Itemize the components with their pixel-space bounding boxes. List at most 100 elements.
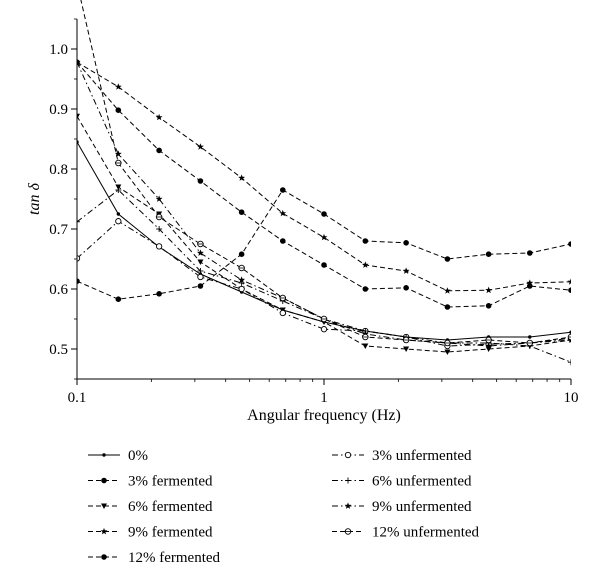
- data-point-12pct-fermented: [197, 178, 204, 184]
- data-point-3pct-fermented: [279, 187, 286, 193]
- data-point-3pct-fermented: [403, 240, 409, 246]
- data-point-3pct-fermented: [77, 278, 80, 284]
- data-point-6pct-unfermented: [115, 187, 122, 193]
- legend-swatch-marker: [101, 554, 107, 560]
- data-point-12pct-fermented: [321, 262, 327, 268]
- data-point-3pct-unfermented: [155, 243, 163, 250]
- data-point-12pct-fermented: [238, 209, 245, 215]
- data-point-9pct-unfermented: [485, 342, 493, 349]
- legend-item-3pct-unfermented: 3% unfermented: [332, 448, 472, 464]
- data-point-3pct-unfermented: [320, 326, 328, 333]
- data-point-6pct-fermented: [362, 343, 369, 349]
- data-point-9pct-fermented: [567, 278, 571, 285]
- data-point-3pct-unfermented: [279, 309, 286, 317]
- data-point-12pct-unfermented: [402, 336, 410, 344]
- data-point-12pct-fermented: [156, 147, 162, 154]
- data-point-12pct-unfermented: [526, 339, 534, 347]
- data-point-9pct-fermented: [320, 233, 328, 241]
- y-tick-label: 0.6: [49, 282, 68, 298]
- series-line-3pct-fermented: [77, 189, 571, 300]
- y-tick-label: 0.7: [49, 222, 68, 238]
- data-point-9pct-fermented: [402, 267, 410, 274]
- data-point-12pct-fermented: [362, 286, 369, 292]
- data-point-3pct-fermented: [321, 211, 327, 217]
- data-point-9pct-unfermented: [238, 276, 246, 283]
- data-point-12pct-unfermented: [485, 336, 492, 344]
- data-point-9pct-fermented: [279, 209, 287, 217]
- legend-item-12pct-unfermented: 12% unfermented: [332, 525, 480, 541]
- data-point-9pct-unfermented: [114, 150, 122, 157]
- y-tick-label: 0.8: [49, 162, 68, 178]
- data-point-3pct-fermented: [526, 250, 533, 256]
- data-point-9pct-fermented: [444, 287, 451, 294]
- data-point-9pct-unfermented: [197, 249, 204, 256]
- data-point-9pct-unfermented: [77, 58, 81, 66]
- data-point-12pct-unfermented: [444, 339, 451, 347]
- y-tick-label: 0.9: [49, 102, 68, 118]
- data-point-9pct-fermented: [114, 83, 122, 90]
- data-point-6pct-fermented: [403, 346, 410, 352]
- data-point-6pct-unfermented: [77, 218, 80, 225]
- data-point-12pct-fermented: [485, 303, 492, 309]
- legend-label: 3% unfermented: [372, 448, 472, 464]
- data-point-0pct: [569, 330, 571, 334]
- legend-swatch-marker: [344, 502, 352, 509]
- data-point-12pct-fermented: [526, 283, 533, 289]
- legend-label: 6% unfermented: [372, 474, 472, 490]
- legend-item-3pct-fermented: 3% fermented: [88, 474, 213, 490]
- data-point-3pct-unfermented: [238, 285, 245, 293]
- data-point-12pct-unfermented: [362, 333, 369, 341]
- data-point-6pct-fermented: [77, 113, 80, 120]
- data-point-12pct-unfermented: [279, 294, 287, 302]
- legend: 0% 3% fermented 6% fermented 9% fermented 12…: [88, 448, 480, 566]
- series-12pct-unfermented: [80, 0, 571, 347]
- data-point-12pct-unfermented: [197, 240, 204, 248]
- data-point-3pct-fermented: [444, 256, 451, 262]
- series-line-9pct-fermented: [77, 61, 571, 292]
- legend-label: 3% fermented: [128, 474, 213, 490]
- data-point-12pct-unfermented: [115, 159, 122, 167]
- x-axis-title: Angular frequency (Hz): [247, 407, 401, 424]
- x-tick-label: 10: [564, 390, 579, 406]
- data-point-12pct-unfermented: [567, 333, 571, 341]
- legend-label: 6% fermented: [128, 499, 213, 515]
- legend-swatch-marker: [345, 477, 351, 484]
- series-line-12pct-unfermented: [80, 0, 571, 344]
- data-point-6pct-unfermented: [156, 226, 163, 232]
- legend-label: 9% fermented: [128, 525, 213, 541]
- y-tick-label: 0.5: [49, 342, 68, 358]
- data-point-3pct-fermented: [568, 241, 571, 247]
- series-line-9pct-unfermented: [77, 61, 571, 347]
- data-point-9pct-fermented: [526, 279, 534, 286]
- legend-item-9pct-unfermented: 9% unfermented: [332, 499, 472, 515]
- data-point-12pct-fermented: [568, 287, 571, 293]
- series-0pct: [77, 140, 571, 342]
- plot-area: [77, 0, 571, 366]
- legend-item-0pct: 0%: [88, 448, 148, 464]
- data-point-9pct-unfermented: [155, 195, 163, 202]
- legend-label: 9% unfermented: [372, 499, 472, 515]
- legend-item-6pct-fermented: 6% fermented: [88, 499, 213, 515]
- data-point-12pct-fermented: [279, 238, 286, 244]
- series-12pct-fermented: [77, 59, 571, 310]
- data-point-3pct-fermented: [485, 251, 492, 257]
- data-point-3pct-fermented: [238, 251, 245, 257]
- legend-label: 12% unfermented: [372, 525, 480, 541]
- legend-swatch-marker: [102, 453, 106, 457]
- data-point-3pct-fermented: [197, 283, 204, 289]
- data-point-12pct-unfermented: [320, 315, 328, 323]
- series-9pct-fermented: [77, 58, 571, 294]
- data-point-3pct-unfermented: [115, 218, 122, 225]
- data-point-9pct-fermented: [197, 143, 204, 150]
- data-point-9pct-fermented: [485, 286, 493, 294]
- data-point-12pct-fermented: [403, 285, 409, 291]
- data-point-6pct-fermented: [197, 259, 204, 265]
- data-point-9pct-fermented: [361, 261, 369, 268]
- legend-label: 0%: [128, 448, 148, 464]
- data-point-3pct-fermented: [362, 238, 369, 244]
- data-point-12pct-fermented: [444, 304, 451, 310]
- data-point-3pct-fermented: [115, 296, 122, 303]
- data-point-6pct-fermented: [444, 349, 451, 355]
- axes: 0.1 1 10 0.5 0.6 0.7 0.8 0.9 1.0: [49, 18, 579, 406]
- data-point-9pct-fermented: [238, 174, 246, 181]
